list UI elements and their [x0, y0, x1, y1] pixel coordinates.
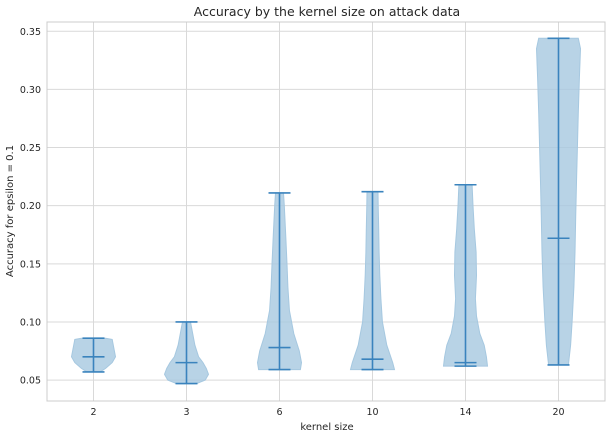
violin-6 — [256, 192, 303, 371]
y-ticks: 0.05 0.10 0.15 0.20 0.25 0.30 0.35 — [20, 27, 41, 387]
x-axis-label: kernel size — [300, 422, 353, 433]
violin-10 — [349, 190, 396, 371]
grid — [47, 22, 605, 401]
x-ticks: 2 3 6 10 14 20 — [90, 407, 564, 418]
x-tick-label: 20 — [552, 407, 564, 418]
y-tick-label: 0.25 — [20, 143, 41, 154]
violins-layer — [70, 37, 582, 385]
y-tick-label: 0.30 — [20, 85, 41, 96]
x-tick-label: 6 — [276, 407, 282, 418]
plot-frame — [46, 21, 606, 402]
violin-14 — [442, 183, 489, 367]
violin-20 — [535, 37, 582, 366]
y-tick-label: 0.05 — [20, 376, 41, 387]
y-axis-label: Accuracy for epsilon = 0.1 — [5, 145, 16, 277]
y-tick-label: 0.20 — [20, 201, 41, 212]
x-tick-label: 14 — [459, 407, 471, 418]
x-tick-label: 3 — [183, 407, 189, 418]
x-tick-label: 10 — [366, 407, 378, 418]
violin-3 — [163, 321, 210, 385]
y-tick-label: 0.10 — [20, 317, 41, 328]
y-tick-label: 0.35 — [20, 27, 41, 38]
chart-title: Accuracy by the kernel size on attack da… — [194, 4, 460, 19]
y-tick-label: 0.15 — [20, 259, 41, 270]
x-tick-label: 2 — [90, 407, 96, 418]
violin-2 — [70, 337, 117, 373]
